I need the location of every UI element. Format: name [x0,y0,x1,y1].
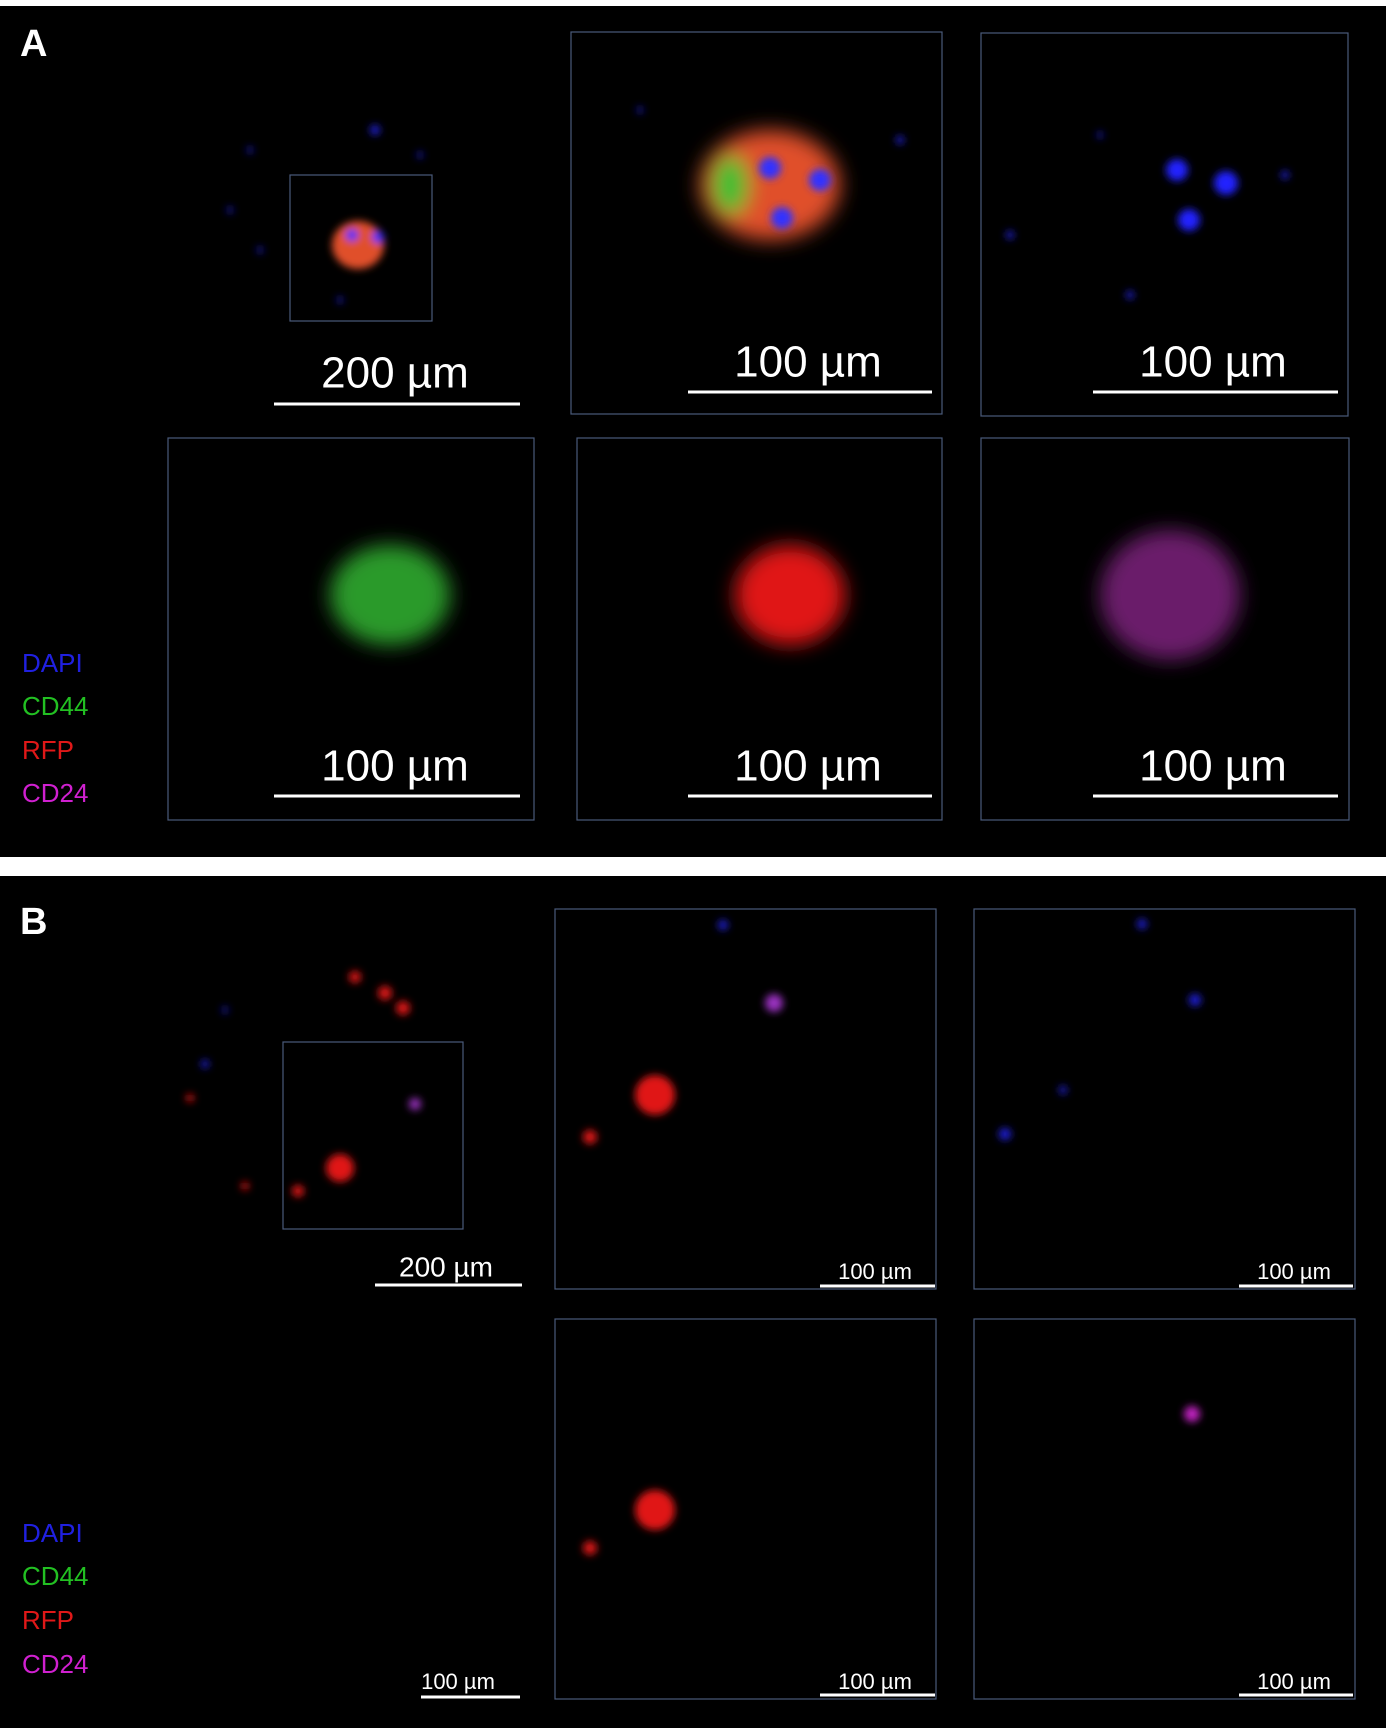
image-frame [980,437,1350,821]
inset-frame [289,174,433,322]
panel-label: A [20,23,47,65]
image-frame [576,437,943,821]
legend-entry: RFP [22,735,74,765]
scale-bar-label: 100 µm [1257,1669,1331,1694]
legend-entry: DAPI [22,1518,83,1548]
scale-bar-label: 100 µm [1139,338,1287,387]
scale-bar-label: 100 µm [838,1259,912,1284]
legend-entry: RFP [22,1605,74,1635]
scale-bar-label: 100 µm [734,338,882,387]
panel-label: B [20,901,47,943]
scale-bar-label: 100 µm [1139,742,1287,791]
scale-bar-label: 200 µm [399,1251,493,1282]
image-frame [554,908,937,1290]
inset-frame [282,1041,464,1230]
image-frame [570,31,943,415]
image-frame [167,437,535,821]
panel-b-images [186,919,1201,1555]
panel-a-background [0,6,1386,857]
legend-entry: CD44 [22,691,88,721]
legend-entry: CD44 [22,1561,88,1591]
legend-entry: DAPI [22,648,83,678]
scale-bar-label: 100 µm [1257,1259,1331,1284]
image-frame [973,908,1356,1290]
scale-bar-label: 200 µm [321,349,469,398]
scale-bar-label: 100 µm [734,742,882,791]
image-frame [554,1318,937,1700]
panel-a-images [227,107,1289,660]
image-frame [980,32,1349,417]
scale-bar-label: 100 µm [321,742,469,791]
image-frame [973,1318,1356,1700]
legend-entry: CD24 [22,778,88,808]
scale-bar-label: 100 µm [838,1669,912,1694]
scale-bar-label: 100 µm [421,1669,495,1694]
legend-entry: CD24 [22,1649,88,1679]
panel-b-background [0,876,1386,1728]
